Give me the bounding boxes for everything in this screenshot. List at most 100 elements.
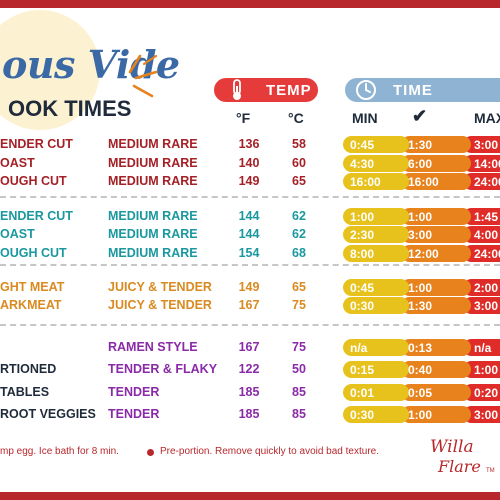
time-bar-max <box>463 339 500 356</box>
time-mid: 1:00 <box>408 408 433 422</box>
time-bar-max <box>463 136 500 153</box>
time-max: n/a <box>474 341 492 355</box>
time-min: 2:30 <box>350 228 375 242</box>
table-row: RTIONED TENDER & FLAKY 122 50 0:15 0:40 1:00 <box>0 361 500 379</box>
table-row: ROOT VEGGIES TENDER 185 85 0:30 1:00 3:00 <box>0 406 500 424</box>
time-bar-mid <box>401 279 471 296</box>
table-row: OUGH CUT MEDIUM RARE 154 68 8:00 12:00 24:00 <box>0 245 500 263</box>
temp-fahrenheit: 149 <box>238 280 260 294</box>
min-header: MIN <box>352 110 378 126</box>
group-divider <box>0 324 500 326</box>
doneness: MEDIUM RARE <box>108 156 198 170</box>
sunburst-icon <box>128 54 158 98</box>
time-max: 1:45 <box>474 210 499 224</box>
item-name: TABLES <box>0 385 50 399</box>
time-bar-mid <box>401 339 471 356</box>
fahrenheit-header: °F <box>236 110 251 126</box>
time-bar-min <box>343 361 409 378</box>
temp-fahrenheit: 144 <box>238 227 260 241</box>
time-mid: 1:00 <box>408 210 433 224</box>
footnote-egg: mp egg. Ice bath for 8 min. <box>0 446 119 457</box>
time-bar-min <box>343 245 409 262</box>
time-min: 0:30 <box>350 299 375 313</box>
time-bar-min <box>343 279 409 296</box>
time-bar-mid <box>401 361 471 378</box>
item-name: OUGH CUT <box>0 174 67 188</box>
time-mid: 16:00 <box>408 175 439 189</box>
time-max: 3:00 <box>474 299 499 313</box>
time-min: 4:30 <box>350 157 375 171</box>
item-name: OUGH CUT <box>0 246 67 260</box>
table-row: TABLES TENDER 185 85 0:01 0:05 0:20 <box>0 384 500 402</box>
temp-celsius: 62 <box>292 227 306 241</box>
time-bar-min <box>343 136 409 153</box>
footnote-bullet-icon <box>147 449 154 456</box>
time-bar-mid <box>401 226 471 243</box>
time-bar-mid <box>401 173 471 190</box>
time-mid: 0:40 <box>408 363 433 377</box>
temp-celsius: 85 <box>292 407 306 421</box>
time-min: 0:45 <box>350 281 375 295</box>
time-bar-min <box>343 155 409 172</box>
group-divider <box>0 196 500 198</box>
item-name: ENDER CUT <box>0 209 73 223</box>
time-bar-min <box>343 406 409 423</box>
table-row: OAST MEDIUM RARE 144 62 2:30 3:00 4:00 <box>0 226 500 244</box>
time-bar-max <box>463 361 500 378</box>
doneness: MEDIUM RARE <box>108 227 198 241</box>
time-bar-mid <box>401 155 471 172</box>
time-bar-mid <box>401 297 471 314</box>
temp-fahrenheit: 154 <box>238 246 260 260</box>
time-max: 24:00 <box>474 247 500 261</box>
time-max: 3:00 <box>474 408 499 422</box>
time-bar-max <box>463 384 500 401</box>
time-min: 16:00 <box>350 175 381 189</box>
logo-line2: Flare <box>438 457 481 476</box>
celsius-header: °C <box>288 110 304 126</box>
time-min: 8:00 <box>350 247 375 261</box>
item-name: GHT MEAT <box>0 280 65 294</box>
time-bar-mid <box>401 384 471 401</box>
max-header: MAX <box>474 110 500 126</box>
temp-celsius: 75 <box>292 340 306 354</box>
time-min: 0:15 <box>350 363 375 377</box>
time-mid: 1:30 <box>408 299 433 313</box>
table-row: RAMEN STYLE 167 75 n/a 0:13 n/a <box>0 339 500 357</box>
time-mid: 1:00 <box>408 281 433 295</box>
table-row: OUGH CUT MEDIUM RARE 149 65 16:00 16:00 24:00 <box>0 173 500 191</box>
time-bar-min <box>343 297 409 314</box>
table-row: ENDER CUT MEDIUM RARE 144 62 1:00 1:00 1:45 <box>0 208 500 226</box>
group-divider <box>0 264 500 266</box>
time-bar-max <box>463 208 500 225</box>
time-header: TIME <box>345 78 500 102</box>
time-mid: 12:00 <box>408 247 439 261</box>
title-cook-times: OOK TIMES <box>8 96 132 121</box>
doneness: TENDER <box>108 385 160 399</box>
title-sous-vide: ous Vide <box>2 42 180 87</box>
time-bar-max <box>463 155 500 172</box>
time-bar-max <box>463 279 500 296</box>
time-max: 2:00 <box>474 281 499 295</box>
doneness: MEDIUM RARE <box>108 209 198 223</box>
clock-icon <box>355 79 377 101</box>
sun-decoration <box>0 10 100 130</box>
time-bar-min <box>343 173 409 190</box>
time-max: 3:00 <box>474 138 499 152</box>
table-row: OAST MEDIUM RARE 140 60 4:30 6:00 14:00 <box>0 155 500 173</box>
doneness: TENDER & FLAKY <box>108 362 218 376</box>
time-bar-max <box>463 297 500 314</box>
temp-fahrenheit: 185 <box>238 385 260 399</box>
checkmark-icon: ✔ <box>412 106 428 126</box>
top-band <box>0 0 500 8</box>
time-min: 0:30 <box>350 408 375 422</box>
temp-celsius: 85 <box>292 385 306 399</box>
temp-fahrenheit: 136 <box>238 137 260 151</box>
temp-fahrenheit: 149 <box>238 174 260 188</box>
item-name: ARKMEAT <box>0 298 62 312</box>
doneness: RAMEN STYLE <box>108 340 198 354</box>
temp-label: TEMP <box>266 81 312 99</box>
temp-header: TEMP <box>214 78 318 102</box>
time-mid: 6:00 <box>408 157 433 171</box>
time-min: 0:01 <box>350 386 375 400</box>
